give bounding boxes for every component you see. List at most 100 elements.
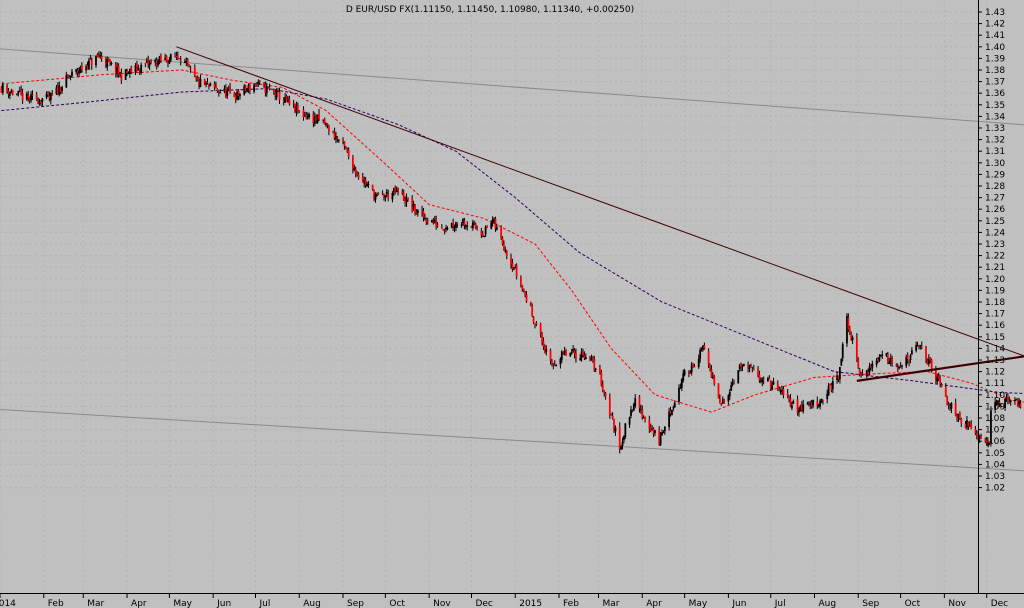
candle-body-down — [648, 420, 651, 429]
candle-body-up — [761, 378, 764, 382]
y-tick-label: 1.40 — [985, 43, 1005, 53]
candle-body-down — [529, 301, 532, 306]
candle-body-up — [313, 116, 316, 124]
candle-body-up — [809, 403, 812, 405]
candle-body-down — [830, 384, 833, 391]
candle-body-down — [150, 61, 152, 63]
candle-body-down — [130, 67, 133, 73]
candle-body-up — [885, 352, 888, 357]
candle-body-up — [95, 56, 97, 66]
candle-body-down — [641, 409, 644, 418]
x-tick-label: Mar — [603, 599, 620, 608]
candle-body-down — [599, 367, 601, 373]
candle-body-up — [826, 393, 829, 400]
candle-body-up — [868, 366, 871, 373]
candle-body-up — [226, 90, 229, 96]
candle-body-down — [326, 123, 329, 126]
candle-body-down — [535, 322, 538, 325]
candle-body-up — [392, 188, 395, 192]
candle-body-up — [642, 417, 645, 419]
y-tick-label: 1.16 — [985, 321, 1005, 331]
candle-body-down — [709, 365, 711, 369]
candle-body-down — [713, 376, 716, 385]
candle-body-down — [407, 197, 409, 200]
candle-body-up — [140, 64, 143, 73]
candle-body-down — [988, 441, 991, 444]
candle-body-up — [119, 72, 121, 74]
candle-body-up — [590, 357, 593, 360]
candle-body-up — [621, 441, 624, 446]
candle-body-up — [584, 357, 587, 360]
candle-body-down — [47, 93, 49, 96]
candle-body-up — [889, 358, 892, 364]
candle-body-up — [831, 381, 834, 390]
candle-body-up — [257, 81, 260, 84]
candle-body-down — [274, 92, 277, 96]
candle-body-down — [788, 396, 790, 400]
candle-body-down — [126, 71, 128, 74]
candle-body-down — [147, 58, 150, 65]
candle-body-down — [188, 64, 191, 67]
candle-body-down — [144, 63, 147, 65]
candle-body-down — [165, 56, 168, 62]
candle-body-up — [1, 84, 4, 93]
candle-body-down — [906, 355, 909, 360]
candle-body-up — [836, 375, 838, 381]
candle-body-up — [690, 363, 693, 373]
candle-body-down — [104, 58, 107, 66]
candle-body-down — [224, 88, 227, 98]
candle-body-up — [957, 414, 960, 418]
candle-body-up — [570, 352, 573, 354]
y-tick-label: 1.15 — [985, 333, 1005, 343]
candle-body-down — [80, 65, 83, 71]
candle-body-up — [730, 385, 733, 391]
candle-body-up — [493, 218, 495, 221]
candle-body-down — [930, 360, 933, 369]
candle-body-down — [312, 113, 315, 124]
candle-body-down — [425, 218, 428, 223]
candle-body-up — [772, 382, 775, 385]
candle-body-up — [817, 405, 820, 407]
candle-body-down — [415, 211, 418, 214]
candle-body-up — [888, 361, 891, 364]
candle-body-up — [987, 442, 990, 446]
candle-body-up — [915, 344, 918, 351]
candle-body-up — [374, 195, 377, 200]
candle-body-up — [840, 359, 843, 366]
candle-body-up — [875, 360, 878, 365]
candle-body-up — [950, 403, 953, 409]
candle-body-down — [501, 237, 504, 245]
candle-body-up — [253, 84, 255, 92]
candle-body-down — [302, 109, 305, 118]
candle-body-down — [361, 177, 364, 183]
candle-body-up — [308, 114, 311, 118]
candle-body-down — [1019, 403, 1022, 408]
candle-body-up — [555, 365, 558, 367]
candle-body-down — [186, 59, 189, 66]
horizontal-gridlines — [0, 11, 978, 489]
candle-body-down — [511, 262, 514, 270]
candle-body-down — [179, 60, 182, 63]
candle-body-down — [346, 149, 349, 152]
candle-body-up — [466, 225, 469, 227]
candle-body-down — [768, 378, 771, 380]
candle-body-up — [110, 62, 113, 64]
candle-body-down — [542, 340, 545, 347]
candle-body-down — [442, 229, 445, 231]
y-tick-label: 1.41 — [985, 31, 1005, 41]
candle-body-up — [164, 57, 167, 61]
candle-body-up — [69, 75, 72, 78]
candle-body-up — [624, 423, 627, 438]
candle-body-up — [79, 66, 82, 73]
x-tick-label: Apr — [131, 599, 147, 608]
candle-body-up — [738, 364, 741, 370]
candle-body-up — [25, 93, 28, 100]
candle-body-up — [798, 410, 800, 413]
candle-body-up — [99, 55, 102, 57]
y-tick-label: 1.06 — [985, 437, 1005, 447]
candle-body-down — [248, 84, 251, 91]
candle-body-down — [723, 398, 726, 403]
candle-body-down — [899, 366, 902, 368]
candle-body-down — [486, 225, 488, 228]
candle-body-up — [446, 228, 449, 230]
